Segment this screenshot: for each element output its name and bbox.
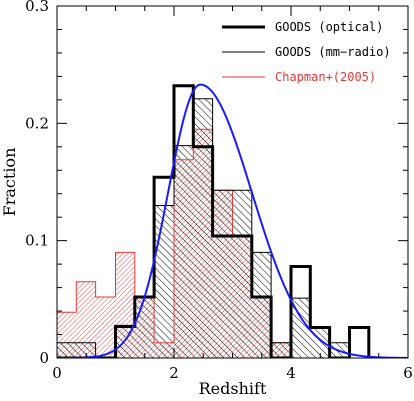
goods-mm-radio-hatch-bin bbox=[271, 342, 291, 358]
goods-mm-radio-hatch-bin bbox=[193, 98, 213, 358]
legend-goods-mm-radio-label: GOODS (mm−radio) bbox=[275, 45, 391, 59]
goods-mm-radio-hatch-bin bbox=[154, 205, 174, 358]
x-tick-label: 6 bbox=[403, 364, 413, 382]
chapman-hatch-bin bbox=[76, 281, 96, 358]
goods-mm-radio-hatch-bin bbox=[57, 342, 77, 358]
goods-mm-radio-hatch-bin bbox=[291, 298, 311, 358]
x-tick-label: 0 bbox=[52, 364, 62, 382]
tick-labels: 0 2 4 6 0 0.1 0.2 0.3 bbox=[25, 0, 413, 382]
goods-optical-step-line bbox=[57, 84, 371, 358]
y-axis-label: Fraction bbox=[0, 148, 19, 217]
y-tick-label: 0.3 bbox=[25, 0, 49, 15]
y-tick-label: 0.2 bbox=[25, 114, 49, 132]
goods-mm-radio-hatch-bin bbox=[212, 190, 233, 358]
plot-area bbox=[57, 83, 408, 358]
chapman-hatch-bin bbox=[95, 296, 116, 358]
goods-mm-radio-hatch-bin bbox=[232, 190, 252, 358]
goods-mm-radio-hatch-bin bbox=[76, 342, 96, 358]
legend: GOODS (optical) GOODS (mm−radio) Chapman+(… bbox=[222, 20, 391, 84]
x-tick-label: 4 bbox=[286, 364, 296, 382]
legend-goods-optical-label: GOODS (optical) bbox=[275, 20, 383, 34]
legend-chapman-label: Chapman+(2005) bbox=[275, 70, 376, 84]
goods-mm-radio-hatch-bin bbox=[115, 327, 135, 358]
goods-mm-radio-hatch-bin bbox=[134, 296, 155, 358]
y-tick-label: 0.1 bbox=[25, 232, 49, 250]
x-tick-label: 2 bbox=[169, 364, 179, 382]
goods-mm-radio-hatch-bin bbox=[251, 252, 272, 358]
axis-ticks bbox=[56, 5, 409, 359]
goods-mm-radio-hatch-bin bbox=[174, 145, 194, 358]
y-tick-label: 0 bbox=[39, 349, 49, 367]
x-axis-label: Redshift bbox=[199, 379, 267, 398]
